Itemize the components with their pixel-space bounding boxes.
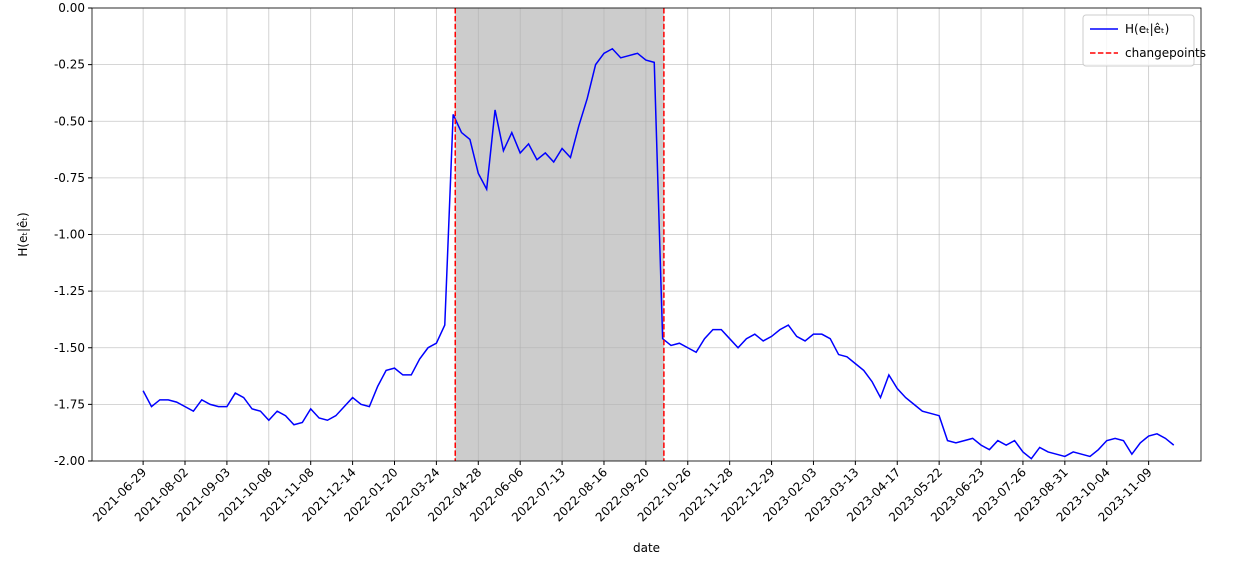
y-axis-label: H(eₜ|êₜ): [16, 212, 30, 256]
y-tick-label: -2.00: [54, 454, 85, 468]
y-tick-label: -1.75: [54, 397, 85, 411]
legend-label: changepoints: [1125, 46, 1206, 60]
y-tick-label: -0.50: [54, 114, 85, 128]
plot-frame: [91, 7, 1202, 462]
legend-label: H(eₜ|êₜ): [1125, 22, 1169, 36]
y-tick-label: -1.50: [54, 341, 85, 355]
x-axis-label: date: [633, 541, 660, 555]
data-line: [142, 47, 1175, 460]
y-tick-label: -0.25: [54, 58, 85, 72]
y-tick-label: -0.75: [54, 171, 85, 185]
y-tick-label: 0.00: [58, 1, 85, 15]
y-tick-label: -1.00: [54, 228, 85, 242]
y-tick-label: -1.25: [54, 284, 85, 298]
